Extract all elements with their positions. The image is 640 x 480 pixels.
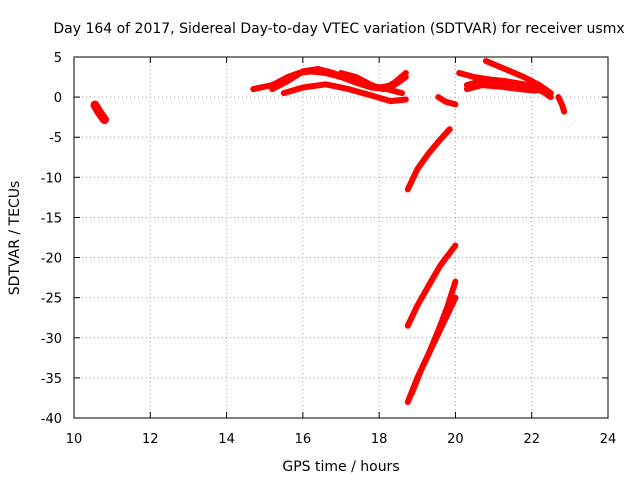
data-series-arc-10 xyxy=(435,94,459,108)
y-tick-label: -10 xyxy=(41,171,62,186)
data-series-arc-5 xyxy=(338,70,409,93)
data-series-arc-15 xyxy=(555,94,568,115)
data-series-arc-6 xyxy=(404,126,453,193)
y-tick-label: -25 xyxy=(41,292,62,307)
plot-frame xyxy=(73,56,609,419)
x-tick-label: 12 xyxy=(142,432,159,447)
data-series-arc-1 xyxy=(90,100,109,125)
x-tick-label: 22 xyxy=(523,432,540,447)
y-tick-label: -30 xyxy=(41,332,62,347)
x-tick-label: 18 xyxy=(371,432,388,447)
y-tick-label: -35 xyxy=(41,372,62,387)
data-series-arc-4 xyxy=(280,81,409,105)
x-axis-label: GPS time / hours xyxy=(282,459,399,475)
data-series-arc-7 xyxy=(404,242,459,329)
y-tick-label: -5 xyxy=(49,131,62,146)
grid-lines xyxy=(74,57,608,418)
y-tick-label: -15 xyxy=(41,211,62,226)
data-series-arc-14 xyxy=(463,82,539,94)
y-tick-label: 0 xyxy=(54,91,62,106)
y-axis-label: SDTVAR / TECUs xyxy=(7,181,23,296)
x-axis-ticks: 10 12 14 16 18 20 22 24 xyxy=(66,57,617,447)
x-tick-label: 24 xyxy=(600,432,617,447)
x-tick-label: 10 xyxy=(66,432,83,447)
y-tick-label: 5 xyxy=(54,51,62,66)
y-tick-label: -20 xyxy=(41,252,62,267)
data-traces xyxy=(90,58,568,405)
y-axis-ticks: 5 0 -5 -10 -15 -20 -25 -30 -35 -40 xyxy=(41,51,608,427)
data-series-arc-13 xyxy=(482,58,554,97)
chart-title: Day 164 of 2017, Sidereal Day-to-day VTE… xyxy=(53,21,624,37)
data-series-arc-12 xyxy=(463,76,554,101)
x-tick-label: 16 xyxy=(295,432,312,447)
data-series-arc-9 xyxy=(408,294,459,397)
x-tick-label: 14 xyxy=(218,432,235,447)
x-tick-label: 20 xyxy=(447,432,464,447)
y-tick-label: -40 xyxy=(41,412,62,427)
